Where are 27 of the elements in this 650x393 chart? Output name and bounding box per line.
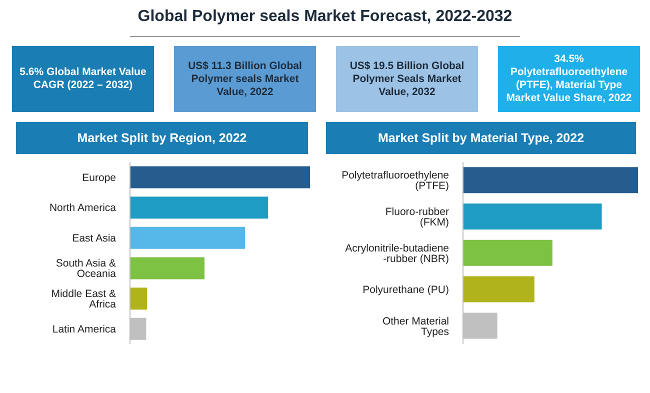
y-tick-label: Middle East & Africa xyxy=(51,288,116,310)
y-tick-label: East Asia xyxy=(72,232,116,245)
y-tick-label: North America xyxy=(49,202,116,214)
bar xyxy=(463,240,552,266)
y-tick-label: South Asia & Oceania xyxy=(56,258,116,280)
bar xyxy=(463,167,638,194)
text: 34.5% Polytetrafluoroethylene (PTFE), Material Type Market Value Share, 2022 xyxy=(498,46,640,112)
y-tick-label: Europe xyxy=(82,172,116,184)
bar xyxy=(130,166,310,188)
bar xyxy=(130,257,205,280)
bar xyxy=(463,203,602,230)
y-tick-label: Polyurethane (PU) xyxy=(362,284,449,296)
y-tick-label: Latin America xyxy=(52,324,116,336)
text: US$ 11.3 Billion Global Polymer seals Market Value, 2022 xyxy=(174,46,316,112)
y-tick-label: Fluoro-rubber (FKM) xyxy=(385,206,450,229)
text: US$ 19.5 Billion Global Polymer Seals Market Value, 2032 xyxy=(336,46,478,112)
bar xyxy=(463,276,534,302)
bar xyxy=(130,288,148,310)
bar xyxy=(130,226,246,249)
chart-title: Market Split by Material Type, 2022 xyxy=(326,122,636,154)
y-tick-label: Acrylonitrile-butadiene -rubber (NBR) xyxy=(345,242,450,265)
y-tick-label: Other Material Types xyxy=(382,315,449,338)
chart-title: Market Split by Region, 2022 xyxy=(16,122,308,154)
bar xyxy=(130,196,268,219)
text: 5.6% Global Market Value CAGR (2022 – 2032) xyxy=(12,46,154,112)
text: Global Polymer seals Market Forecast, 2022-2032 xyxy=(136,8,514,26)
y-tick-label: Polytetrafluoroethylene (PTFE) xyxy=(342,170,450,192)
